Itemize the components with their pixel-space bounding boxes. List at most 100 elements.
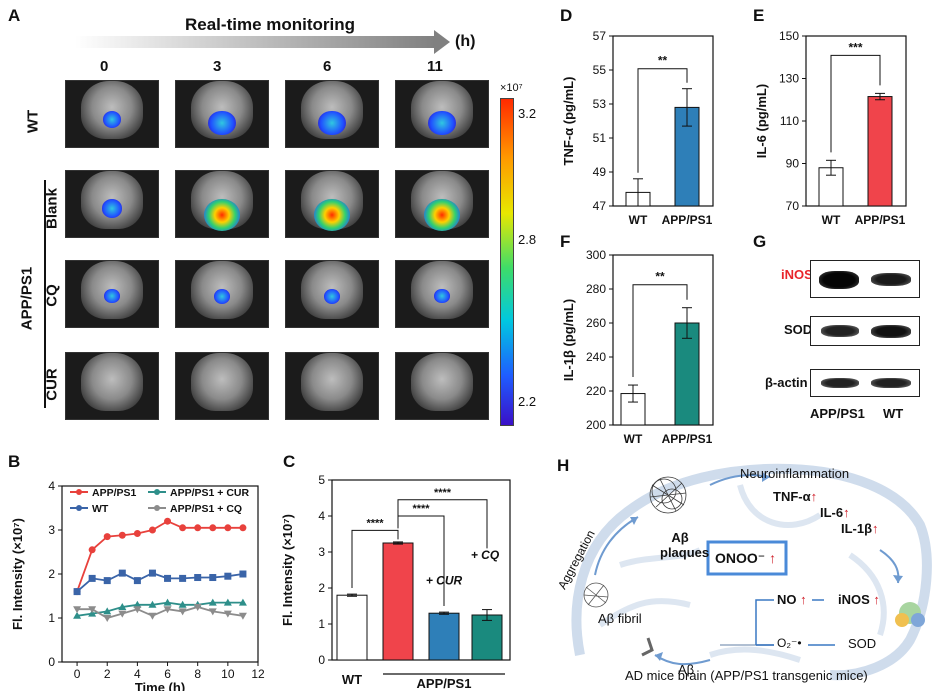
onoo-box (706, 540, 788, 576)
y-tick-label-c: 0 (318, 653, 325, 667)
series-point-app-ps1-cur (118, 603, 127, 610)
y-tick-label-d: 53 (593, 97, 607, 111)
bar-c--cur (428, 612, 460, 661)
timeline-arrow-bar (75, 36, 435, 48)
bar-c-app-ps1 (382, 542, 414, 661)
series-point-app-ps1-cur (238, 598, 247, 606)
sod-label: SOD (848, 636, 877, 651)
lane-label-app-ps1: APP/PS1 (810, 406, 865, 421)
y-axis-label-c: Fl. Intensity (×10⁷) (280, 514, 295, 626)
imaging-cell (395, 170, 489, 238)
bar-c--cq (471, 614, 503, 661)
realtime-title: Real-time monitoring (185, 15, 356, 34)
series-point-wt (88, 574, 96, 582)
treatment-label-cq: + CQ (471, 548, 500, 562)
fluorescence-signal (323, 289, 341, 304)
fluorescence-signal (424, 199, 460, 232)
series-point-app-ps1-cq (193, 604, 202, 611)
imaging-cell (175, 80, 269, 148)
series-point-app-ps1 (88, 546, 96, 554)
abeta-label: Aβ (678, 662, 695, 677)
series-point-app-ps1 (148, 526, 156, 534)
series-point-app-ps1-cur (208, 598, 217, 606)
imaging-cell (65, 80, 159, 148)
y-tick-label-c: 1 (318, 617, 325, 631)
legend-marker-b (76, 489, 82, 495)
legend-label-b: APP/PS1 (92, 487, 137, 499)
x-tick-label-b: 8 (194, 667, 201, 681)
series-point-app-ps1 (224, 524, 232, 532)
y-tick-label-d: 47 (593, 199, 607, 213)
group-label-c: APP/PS1 (417, 676, 472, 691)
bar-e-app-ps1 (867, 96, 893, 207)
il1b-label: IL-1β↑ (841, 521, 879, 536)
significance-bracket-f (632, 284, 688, 378)
significance-bracket-c (397, 515, 445, 606)
series-point-app-ps1-cur (148, 600, 157, 608)
significance-bracket-c (351, 529, 399, 588)
series-point-wt (148, 569, 156, 577)
x-tick-label-f: WT (624, 432, 643, 446)
series-point-wt (224, 572, 232, 580)
band-inos-app (819, 271, 859, 289)
band-actin-app (821, 378, 859, 388)
fluorescence-signal (428, 111, 456, 136)
colorbar-tick-3-2: 3.2 (518, 106, 537, 121)
x-tick-label-e: WT (822, 213, 841, 227)
y-tick-label-c: 3 (318, 545, 325, 559)
fluorescence-signal (104, 289, 120, 303)
y-tick-label-b: 1 (48, 611, 55, 625)
lane-label-wt: WT (883, 406, 904, 421)
timepoint-3: 3 (213, 58, 222, 75)
significance-mark-f: ** (655, 270, 665, 284)
imaging-cell (395, 260, 489, 328)
y-tick-label-b: 2 (48, 567, 55, 581)
inos-protein-icon (895, 602, 925, 627)
y-tick-label-b: 3 (48, 523, 55, 537)
imaging-cell (395, 80, 489, 148)
mouse-silhouette (81, 353, 143, 411)
series-point-wt (194, 574, 202, 582)
series-point-app-ps1-cur (103, 607, 112, 615)
series-point-app-ps1 (103, 533, 111, 541)
timepoint-0: 0 (100, 58, 109, 75)
series-point-app-ps1-cq (178, 608, 187, 616)
panel-label-d: D (560, 6, 573, 25)
colorbar (500, 98, 514, 426)
series-point-app-ps1 (194, 524, 202, 532)
band-actin-wt (871, 378, 911, 388)
mouse-silhouette (191, 353, 253, 411)
significance-mark-c: **** (412, 503, 430, 515)
series-point-app-ps1 (118, 531, 126, 539)
series-point-app-ps1-cur (73, 611, 82, 619)
legend-label-b: APP/PS1 + CUR (170, 487, 249, 499)
brain-outline (571, 463, 932, 681)
fluorescence-signal (318, 111, 346, 136)
y-tick-label-d: 51 (593, 131, 607, 145)
x-tick-label-b: 4 (134, 667, 141, 681)
legend-marker-b (76, 505, 82, 511)
y-tick-label-e: 90 (786, 157, 800, 171)
series-point-app-ps1-cur (133, 600, 142, 608)
blot-label-sod: SOD (784, 322, 813, 337)
series-point-wt (103, 577, 111, 585)
y-tick-label-e: 70 (786, 199, 800, 213)
y-tick-label-b: 0 (48, 655, 55, 669)
fibril-label: Aβ fibril (598, 611, 642, 626)
bar-c-wt (336, 594, 368, 661)
x-tick-label-c: WT (342, 672, 362, 687)
series-point-app-ps1-cq (88, 606, 97, 614)
series-point-wt (209, 574, 217, 582)
x-tick-label-b: 12 (251, 667, 265, 681)
x-tick-label-b: 10 (221, 667, 235, 681)
x-tick-label-b: 6 (164, 667, 171, 681)
imaging-cell (65, 260, 159, 328)
axes-frame-f (612, 254, 714, 426)
superoxide-label: O₂⁻• (777, 636, 802, 650)
fluorescence-signal (213, 289, 231, 304)
series-point-wt (133, 577, 141, 585)
y-tick-label-f: 220 (586, 384, 606, 398)
fibril-icon (583, 582, 609, 608)
